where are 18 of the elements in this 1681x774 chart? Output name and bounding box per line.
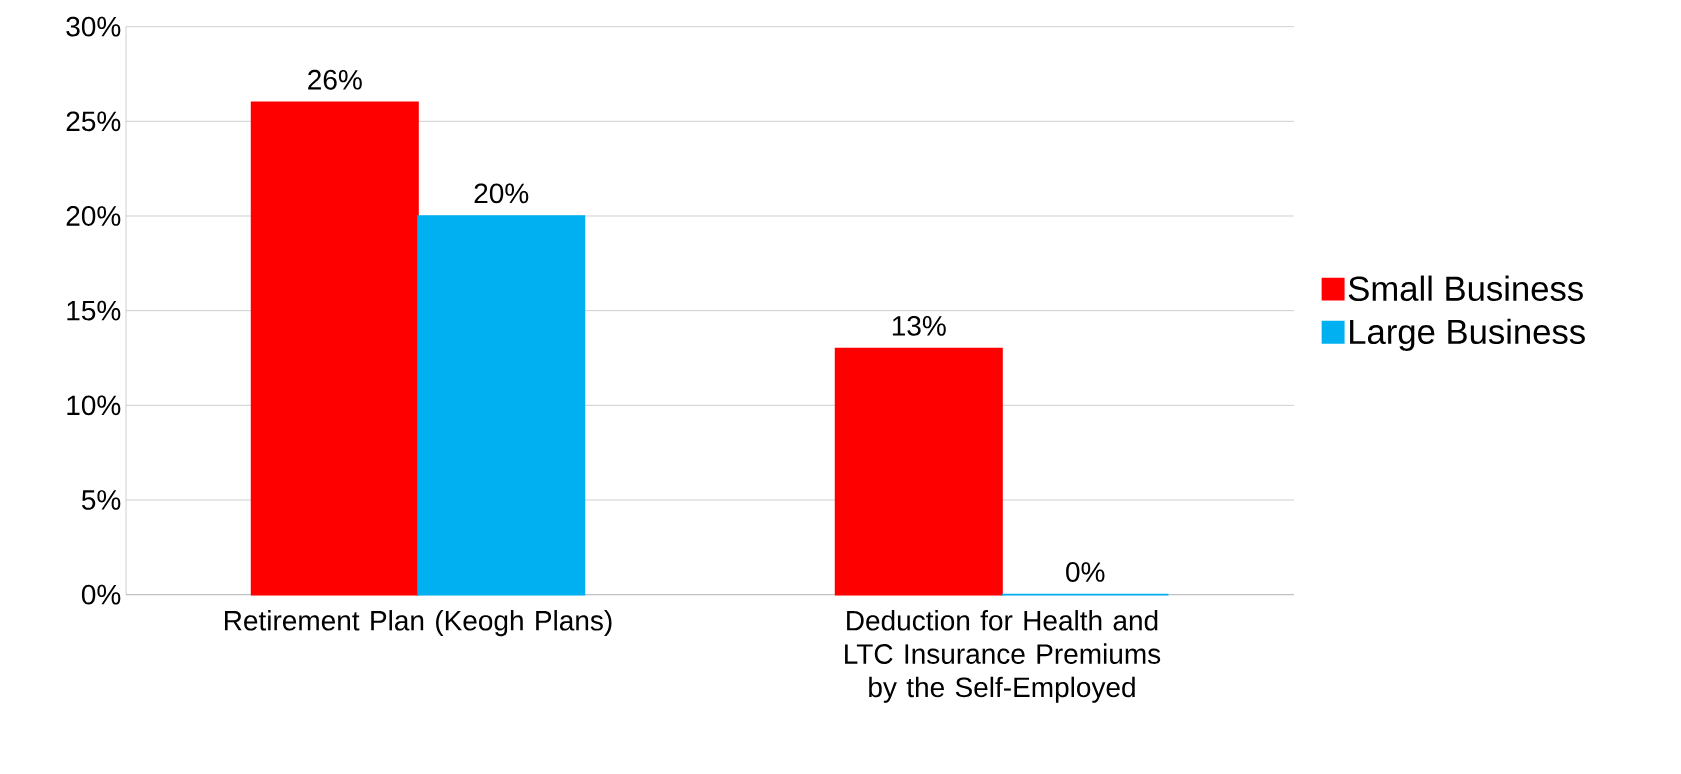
x-tick-label: Retirement Plan (Keogh Plans) — [225, 610, 612, 637]
x-tick-label: Deduction for Health and LTC Insurance Premiums by the Self-Employed — [845, 610, 1161, 703]
data-label: 0% — [1066, 562, 1105, 582]
data-label: 26% — [308, 69, 362, 90]
bar — [834, 347, 1003, 596]
y-tick-label: 15% — [67, 300, 121, 321]
y-tick-label: 5% — [81, 490, 121, 510]
y-tick-label: 30% — [66, 16, 121, 37]
y-tick-label: 25% — [66, 111, 121, 132]
legend-label: Large Business — [1350, 318, 1585, 351]
bar — [417, 215, 586, 596]
y-tick-label: 0% — [81, 584, 121, 605]
legend-label: Small Business — [1348, 275, 1583, 301]
y-tick-label: 10% — [67, 395, 121, 416]
bar — [250, 101, 419, 596]
data-label: 20% — [474, 183, 529, 204]
y-tick-label: 20% — [66, 206, 121, 226]
data-label: 13% — [892, 315, 946, 336]
